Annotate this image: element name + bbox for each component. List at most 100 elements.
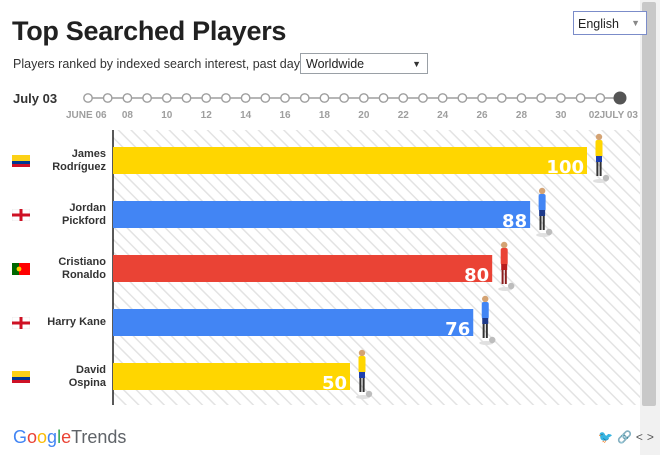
timeline-node[interactable] <box>477 93 487 103</box>
timeline-tick-label: JUNE 06 <box>66 110 107 121</box>
region-select-value: Worldwide <box>306 57 365 71</box>
timeline-tick-label: 24 <box>437 110 449 121</box>
timeline-tick-label: 22 <box>398 110 410 121</box>
twitter-icon[interactable]: 🐦 <box>598 430 617 444</box>
timeline-node[interactable] <box>319 93 330 103</box>
google-letter: o <box>37 427 48 447</box>
bar-value-label: 80 <box>464 265 489 286</box>
timeline-node-selected[interactable] <box>613 91 627 105</box>
timeline-node[interactable] <box>280 93 290 103</box>
player-figure-icon <box>498 241 515 291</box>
chevron-down-icon: ▼ <box>412 58 421 69</box>
timeline-node[interactable] <box>122 93 133 103</box>
player-name-line: Ospina <box>68 377 106 389</box>
bar-value-label: 88 <box>502 211 527 232</box>
timeline-tick-label: JULY 03 <box>600 110 639 121</box>
timeline-node[interactable] <box>339 93 350 103</box>
timeline-node[interactable] <box>181 93 192 103</box>
timeline-tick-label: 12 <box>201 110 213 121</box>
player-name-label: Jordan Pickford <box>12 202 106 228</box>
player-figure-icon <box>479 295 496 345</box>
bar-value-label: 76 <box>445 319 470 340</box>
google-letter: e <box>61 427 72 447</box>
embed-icon[interactable]: <> <box>635 430 658 444</box>
timeline-node[interactable] <box>358 93 369 103</box>
ball-icon <box>545 228 553 236</box>
share-icons: 🐦🔗<> <box>598 430 658 444</box>
google-trends-logo[interactable]: GoogleTrends <box>13 427 126 448</box>
scrollbar-thumb[interactable] <box>642 2 656 406</box>
player-name-line: Rodríguez <box>52 161 106 173</box>
england-flag-icon <box>12 209 30 221</box>
timeline-node[interactable] <box>240 93 251 103</box>
player-name-label: James Rodríguez <box>12 148 106 174</box>
timeline-tick-label: 18 <box>319 110 331 121</box>
ball-icon <box>602 174 610 182</box>
timeline-node[interactable] <box>161 93 172 103</box>
timeline-node[interactable] <box>536 93 547 103</box>
timeline-node[interactable] <box>437 93 448 103</box>
timeline-node[interactable] <box>221 93 231 103</box>
language-select-value: English <box>578 17 619 31</box>
colombia-flag-icon <box>12 155 30 167</box>
timeline-node[interactable] <box>102 93 113 103</box>
bar <box>113 363 350 390</box>
timeline-node[interactable] <box>516 93 527 103</box>
player-name-line: Pickford <box>61 215 106 227</box>
region-select[interactable]: Worldwide ▼ <box>300 53 428 74</box>
player-name-label: Harry Kane <box>12 316 106 329</box>
timeline-tick-label: 28 <box>516 110 528 121</box>
google-letter: o <box>27 427 38 447</box>
google-letter: g <box>47 427 58 447</box>
current-date-label: July 03 <box>13 91 58 106</box>
google-letter: l <box>57 427 62 447</box>
trends-wordmark: Trends <box>71 427 127 447</box>
page-title: Top Searched Players <box>12 16 287 46</box>
timeline-tick-label: 08 <box>122 110 134 121</box>
timeline-tick-label: 30 <box>555 110 567 121</box>
language-select[interactable]: English ▼ <box>573 11 647 35</box>
timeline-node[interactable] <box>418 93 428 103</box>
timeline-node[interactable] <box>595 93 606 103</box>
colombia-flag-icon <box>12 371 30 383</box>
timeline-node[interactable] <box>83 93 93 103</box>
portugal-flag-icon <box>12 263 30 275</box>
timeline-tick-label: 10 <box>161 110 173 121</box>
player-name-line: James <box>71 148 106 160</box>
timeline-tick-label: 14 <box>240 110 252 121</box>
player-name-line: Ronaldo <box>62 269 106 281</box>
ball-icon <box>508 282 515 290</box>
player-name-line: Jordan <box>69 202 106 214</box>
bar <box>113 201 531 228</box>
player-name-line: David <box>76 364 106 376</box>
bar-value-label: 100 <box>546 157 584 178</box>
bar <box>113 255 493 282</box>
timeline-slider[interactable]: JUNE 06 08 10 12 14 16 18 20 22 24 26 28 30 02 JULY 03 <box>0 0 640 130</box>
timeline-tick-label: 02 <box>589 110 601 121</box>
player-name-label: David Ospina <box>12 364 106 390</box>
timeline-node[interactable] <box>260 93 271 103</box>
google-letter: G <box>13 427 28 447</box>
player-figure-icon <box>536 187 553 237</box>
timeline-node[interactable] <box>575 93 586 103</box>
timeline-node[interactable] <box>398 93 409 103</box>
timeline-node[interactable] <box>555 93 566 103</box>
page-subtitle: Players ranked by indexed search interes… <box>13 57 303 71</box>
timeline-node[interactable] <box>142 93 153 103</box>
bar-value-label: 50 <box>322 373 347 394</box>
timeline-node[interactable] <box>378 93 389 103</box>
player-figure-icon <box>593 133 610 183</box>
player-name-label: Cristiano Ronaldo <box>12 256 106 282</box>
google-wordmark: Google <box>13 427 71 447</box>
timeline-node[interactable] <box>201 93 212 103</box>
bar-chart: 100 88 80 76 50 <box>112 130 640 405</box>
bar <box>113 309 474 336</box>
timeline-node[interactable] <box>299 93 310 103</box>
timeline-node[interactable] <box>457 93 468 103</box>
ball-icon <box>489 336 496 344</box>
timeline-tick-label: 16 <box>279 110 291 121</box>
england-flag-icon <box>12 317 30 329</box>
chevron-down-icon: ▼ <box>631 18 640 28</box>
timeline-node[interactable] <box>496 93 507 103</box>
link-icon[interactable]: 🔗 <box>616 430 636 444</box>
